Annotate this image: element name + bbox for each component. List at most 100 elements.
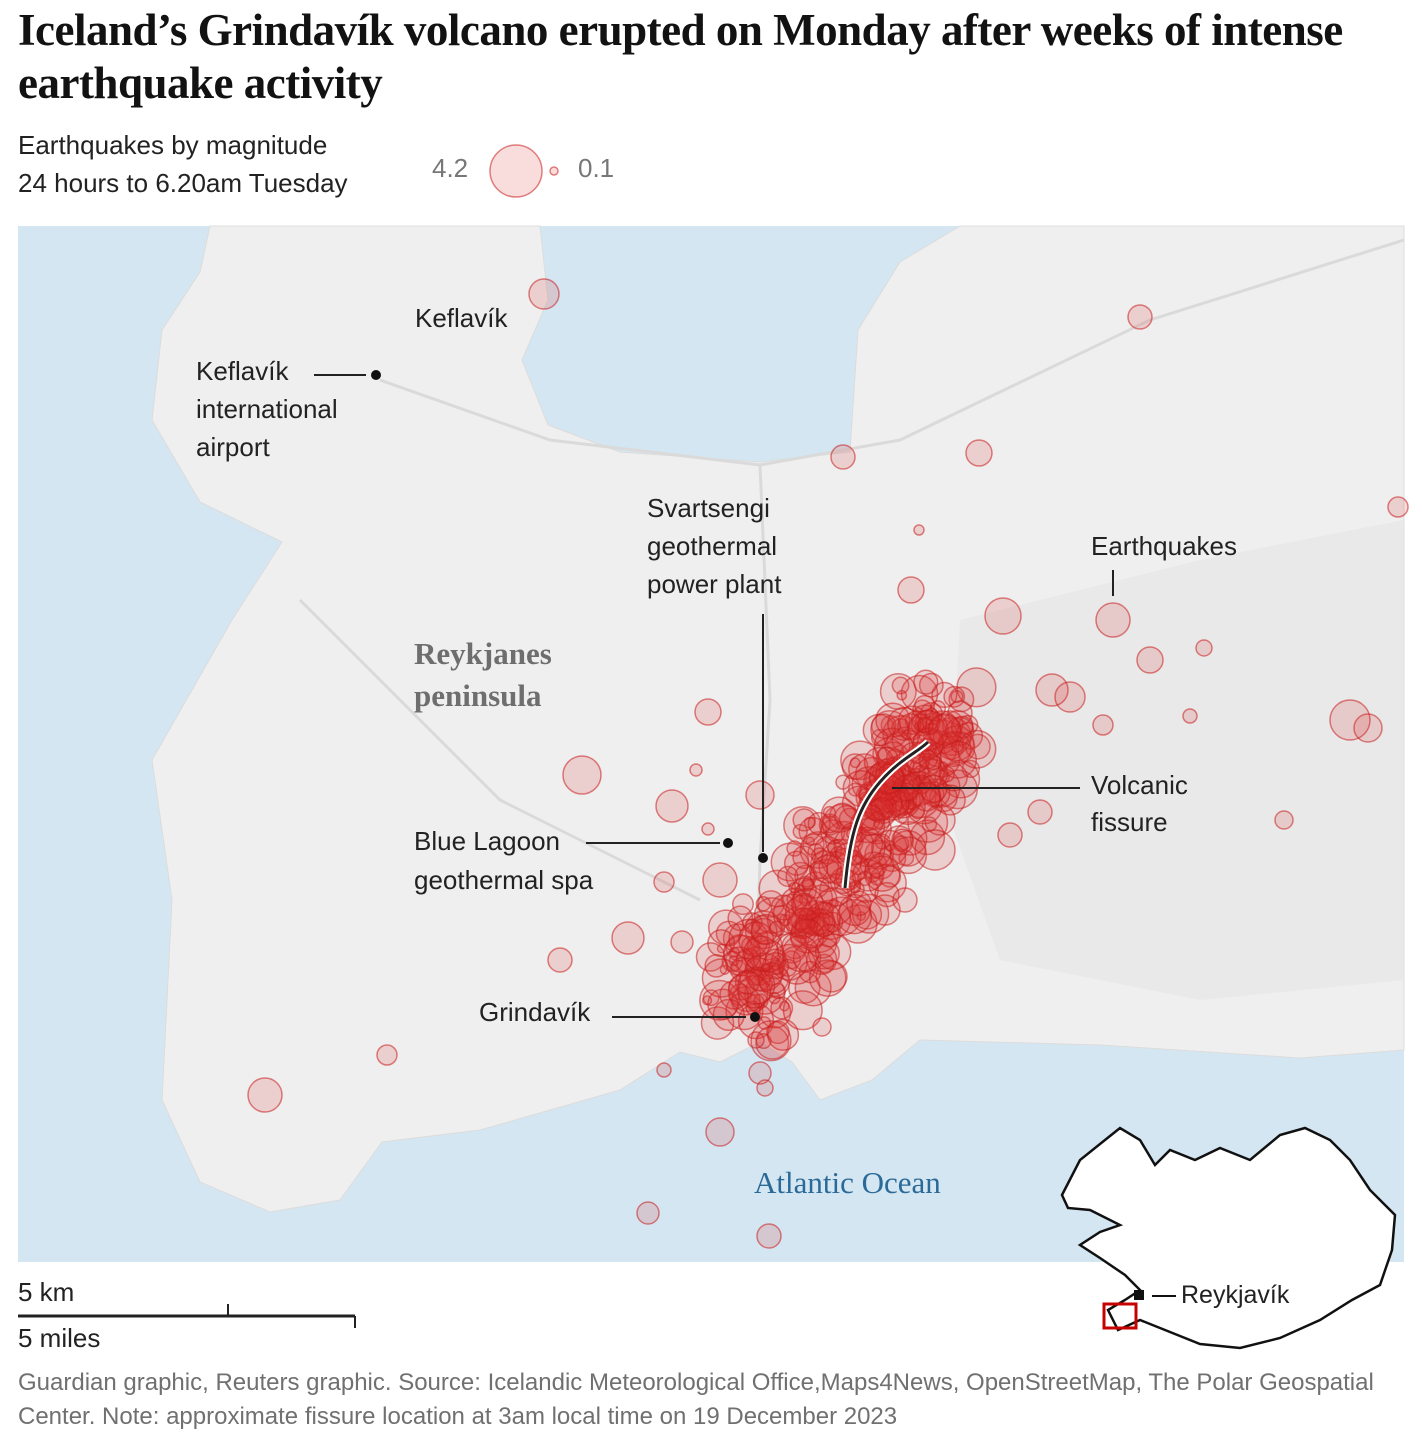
- earthquake-marker: [892, 887, 918, 913]
- earthquake-marker: [950, 739, 965, 753]
- earthquake-marker: [924, 804, 956, 836]
- earthquake-marker: [1095, 602, 1131, 638]
- source: Guardian graphic, Reuters graphic. Sourc…: [18, 1369, 1374, 1430]
- earthquake-marker: [653, 871, 675, 893]
- earthquake-marker: [790, 887, 824, 921]
- earthquake-marker: [913, 524, 925, 536]
- earthquake-marker: [728, 918, 769, 960]
- earthquake-marker: [694, 698, 722, 726]
- earthquake-marker: [1027, 799, 1053, 825]
- region-label: peninsula: [414, 678, 542, 713]
- earthquake-marker: [889, 836, 928, 875]
- earthquake-marker: [845, 890, 872, 917]
- earthquake-marker: [808, 959, 847, 997]
- earthquake-marker: [611, 921, 645, 955]
- earthquake-marker: [656, 1062, 672, 1078]
- point: [371, 370, 381, 380]
- legend-circle: [549, 166, 559, 176]
- earthquake-marker: [891, 676, 910, 695]
- earthquake-marker: [562, 755, 602, 795]
- earthquake-marker: [768, 920, 786, 938]
- earthquake-marker: [797, 875, 815, 892]
- earthquake-marker: [897, 576, 925, 604]
- earthquake-marker: [875, 702, 911, 738]
- earthquake-marker: [712, 998, 745, 1032]
- place-label: power plant: [647, 569, 782, 599]
- earthquake-marker: [747, 1031, 765, 1049]
- map: Keflavík Keflavík international airport …: [18, 144, 1409, 1353]
- earthquake-marker: [778, 958, 798, 977]
- earthquake-marker: [700, 1006, 735, 1040]
- earthquake-marker: [770, 996, 794, 1020]
- earthquake-marker: [857, 870, 873, 887]
- earthquake-marker: [928, 713, 962, 747]
- terrain-shade: [950, 520, 1404, 1000]
- sea-label: Atlantic Ocean: [754, 1165, 941, 1200]
- earthquake-marker: [756, 1223, 782, 1249]
- earthquake-marker: [670, 930, 694, 954]
- place-label: geothermal spa: [414, 865, 594, 895]
- earthquake-marker: [528, 278, 560, 310]
- earthquake-marker: [689, 763, 703, 777]
- earthquake-marker: [719, 980, 749, 1010]
- earthquake-marker: [750, 1020, 792, 1062]
- earthquake-marker: [874, 763, 905, 794]
- place-label: Volcanic: [1091, 770, 1188, 800]
- earthquake-marker: [655, 789, 689, 823]
- earthquake-marker: [1329, 699, 1371, 741]
- earthquake-marker: [892, 835, 910, 852]
- earthquake-marker: [807, 811, 831, 836]
- earthquake-marker: [802, 833, 825, 856]
- earthquake-marker: [1127, 304, 1153, 330]
- earthquake-marker: [1195, 639, 1213, 657]
- earthquake-marker: [887, 706, 922, 741]
- earthquake-marker: [782, 990, 823, 1031]
- earthquake-marker: [883, 825, 914, 856]
- earthquake-marker: [938, 740, 978, 779]
- earthquake-marker: [943, 685, 966, 708]
- earthquake-marker: [1092, 714, 1114, 736]
- subtitle: Earthquakes by magnitude: [18, 130, 328, 160]
- earthquake-marker: [772, 893, 814, 935]
- earthquake-marker: [805, 836, 815, 847]
- earthquake-marker: [808, 860, 828, 880]
- earthquake-marker: [792, 808, 816, 832]
- earthquake-marker: [1387, 496, 1409, 518]
- earthquake-marker: [913, 669, 939, 695]
- title: Iceland’s Grindavík volcano erupted on M…: [18, 5, 1343, 108]
- earthquake-marker: [997, 822, 1023, 848]
- earthquake-marker: [830, 444, 856, 470]
- earthquake-marker: [781, 934, 820, 973]
- place-label: Keflavík: [196, 356, 289, 386]
- earthquake-marker: [1353, 713, 1383, 743]
- place-label: Reykjavík: [1181, 1281, 1290, 1309]
- earthquake-marker: [699, 979, 741, 1021]
- earthquake-marker: [743, 935, 780, 972]
- earthquake-marker: [702, 862, 738, 898]
- earthquake-marker: [777, 865, 799, 888]
- earthquake-marker: [731, 893, 754, 916]
- legend-label: 0.1: [578, 153, 614, 183]
- earthquake-marker: [984, 597, 1022, 635]
- place-label: international: [196, 394, 338, 424]
- earthquake-marker: [870, 796, 894, 821]
- earthquake-marker: [792, 845, 816, 870]
- earthquake-marker: [636, 1201, 660, 1225]
- earthquake-marker: [820, 796, 858, 833]
- earthquake-marker: [849, 757, 861, 769]
- earthquake-marker: [1136, 646, 1164, 674]
- earthquake-marker: [705, 1117, 735, 1147]
- earthquake-marker: [884, 775, 900, 791]
- earthquake-marker: [376, 1044, 398, 1066]
- earthquake-marker: [748, 1061, 772, 1085]
- region-label: Reykjanes: [414, 636, 552, 671]
- earthquake-marker: [547, 947, 573, 973]
- earthquake-marker: [247, 1077, 283, 1113]
- point: [1134, 1290, 1144, 1300]
- fissure: [843, 740, 930, 889]
- earthquake-marker: [957, 729, 997, 769]
- earthquake-marker: [756, 1079, 774, 1097]
- place-label: Keflavík: [415, 303, 508, 333]
- earthquake-marker: [863, 746, 895, 778]
